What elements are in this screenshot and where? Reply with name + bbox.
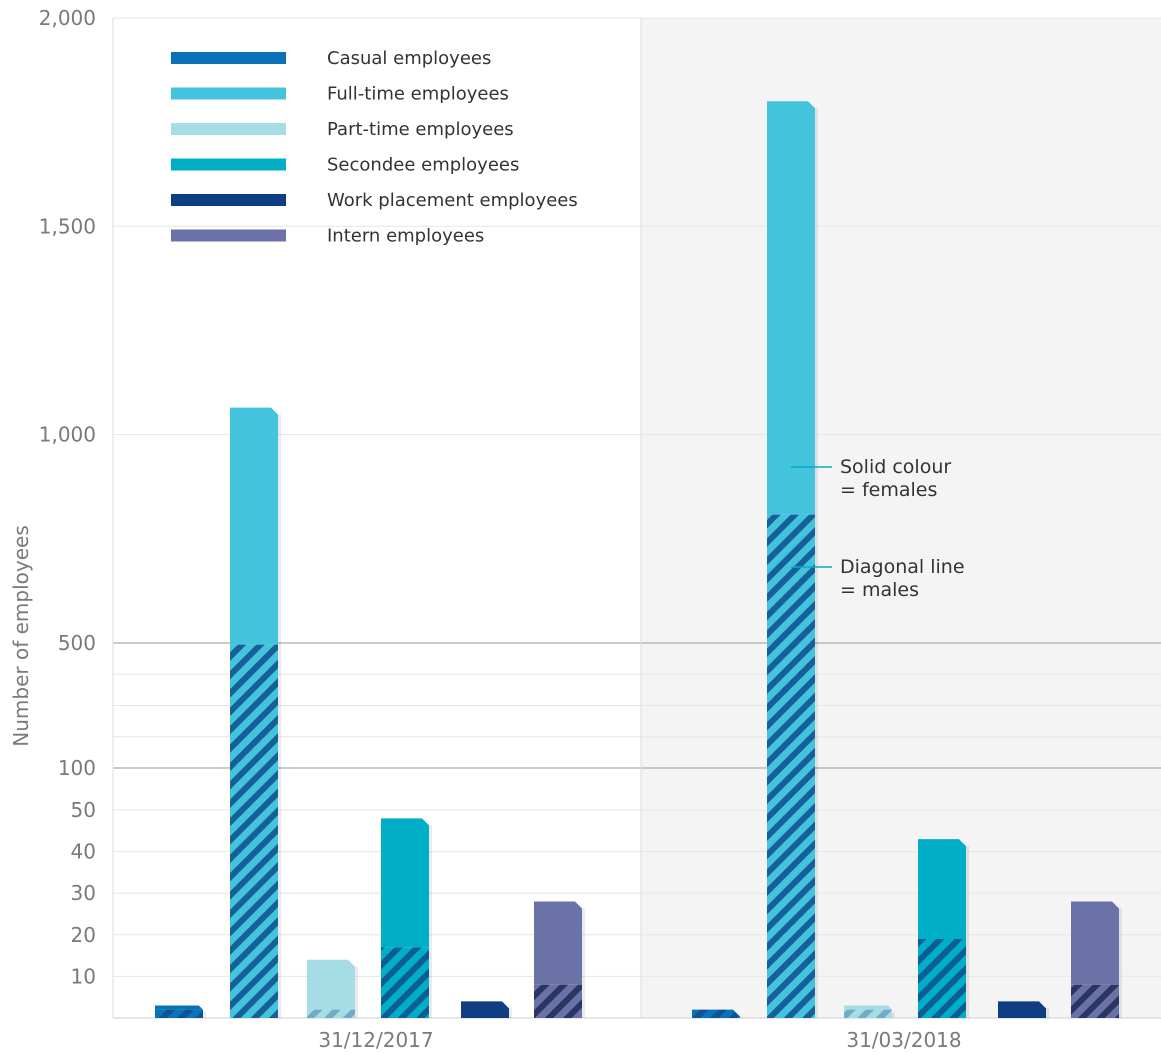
bar-shadow [509, 1008, 512, 1018]
bar-shadow [203, 1012, 206, 1018]
bar-part-time-female [307, 959, 355, 1010]
legend-label: Full-time employees [327, 84, 509, 105]
y-tick-label: 50 [71, 798, 96, 822]
bar-casual-male [155, 1009, 203, 1018]
bar-casual-male [692, 1009, 740, 1018]
x-category-label: 31/03/2018 [846, 1028, 961, 1052]
bar-shadow [815, 108, 818, 1019]
bar-secondee-male [918, 938, 966, 1018]
bar-shadow [740, 1016, 743, 1018]
legend-swatch [171, 229, 286, 242]
bar-shadow [1046, 1008, 1049, 1018]
annotation-text: Solid colour [840, 456, 951, 478]
legend-swatch [171, 158, 286, 171]
bar-shadow [892, 1012, 895, 1018]
legend-label: Casual employees [327, 48, 491, 69]
bar-casual-female [155, 1005, 203, 1010]
bar-full-time-female [767, 101, 815, 515]
y-axis-label: Number of employees [9, 525, 33, 746]
bar-full-time-female [230, 407, 278, 645]
legend-label: Secondee employees [327, 155, 519, 176]
bar-intern-male [1071, 984, 1119, 1018]
y-tick-label: 100 [58, 756, 96, 780]
bar-shadow [355, 966, 358, 1018]
y-tick-label: 10 [71, 964, 96, 988]
bar-shadow [1119, 908, 1122, 1018]
y-tick-label: 1,500 [39, 214, 96, 238]
annotation-text: = males [840, 579, 919, 601]
x-category-label: 31/12/2017 [318, 1028, 433, 1052]
legend-swatch [171, 87, 286, 100]
bar-full-time-male [767, 514, 815, 1018]
legend-swatch [171, 52, 286, 64]
y-tick-label: 40 [71, 840, 96, 864]
bar-intern-male [534, 984, 582, 1018]
legend-label: Intern employees [327, 226, 484, 247]
y-tick-label: 1,000 [39, 423, 96, 447]
bar-intern-female [534, 901, 582, 985]
y-tick-label: 20 [71, 923, 96, 947]
bar-work-placement-female [998, 1001, 1046, 1018]
bar-full-time-male [230, 644, 278, 1018]
annotation-text: Diagonal line [840, 556, 965, 578]
legend-swatch [171, 194, 286, 206]
y-tick-label: 2,000 [39, 6, 96, 30]
plot-background-right [641, 18, 1161, 1018]
bar-secondee-female [918, 839, 966, 939]
y-tick-label: 500 [58, 631, 96, 655]
bar-shadow [429, 825, 432, 1018]
bar-part-time-female [844, 1005, 892, 1010]
bar-shadow [582, 908, 585, 1018]
bar-intern-female [1071, 901, 1119, 985]
bar-part-time-male [844, 1009, 892, 1018]
bar-part-time-male [307, 1009, 355, 1018]
bar-secondee-male [381, 947, 429, 1018]
bar-shadow [966, 846, 969, 1018]
legend-swatch [171, 123, 286, 135]
bar-shadow [278, 414, 281, 1018]
y-tick-label: 30 [71, 881, 96, 905]
annotation-text: = females [840, 479, 937, 501]
bar-secondee-female [381, 818, 429, 948]
legend-label: Part-time employees [327, 119, 514, 140]
legend-label: Work placement employees [327, 190, 578, 211]
bar-work-placement-female [461, 1001, 509, 1018]
